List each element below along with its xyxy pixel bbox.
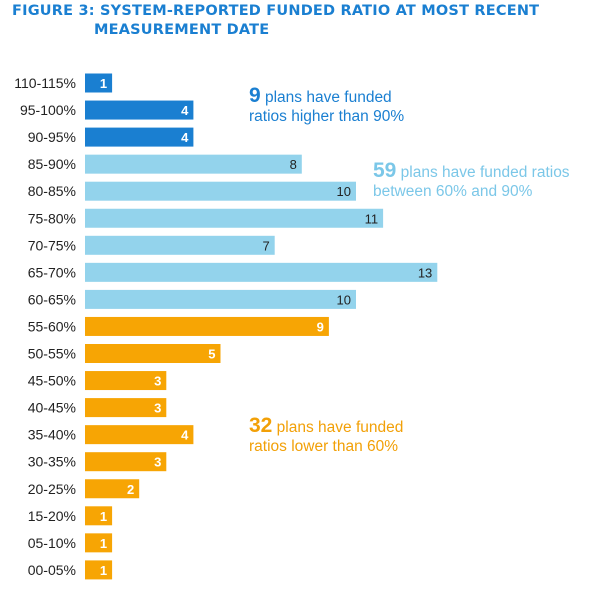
bar <box>85 479 140 499</box>
bar <box>85 235 275 255</box>
bar <box>85 425 194 445</box>
bar-value-label: 10 <box>337 184 351 199</box>
y-tick-label: 45-50% <box>28 373 76 389</box>
y-tick-label: 65-70% <box>28 264 76 280</box>
bar <box>85 371 167 391</box>
y-tick-label: 00-05% <box>28 562 76 578</box>
annotation-mid-text1: plans have funded ratios <box>396 164 570 181</box>
y-tick-label: 85-90% <box>28 156 76 172</box>
bar <box>85 262 438 282</box>
bar <box>85 452 167 472</box>
bar-value-label: 1 <box>100 536 107 551</box>
bar-value-label: 8 <box>290 157 297 172</box>
annotation-mid-text2: between 60% and 90% <box>373 183 533 200</box>
bar-value-label: 7 <box>262 238 269 253</box>
y-tick-label: 95-100% <box>20 102 76 118</box>
bar <box>85 154 302 174</box>
annotation-low-number: 32 <box>249 414 273 437</box>
annotation-low-text1: plans have funded <box>272 419 404 436</box>
bar <box>85 100 194 120</box>
annotation-high-text2: ratios higher than 90% <box>249 108 405 125</box>
bar-value-label: 3 <box>154 455 161 470</box>
annotation-high-text1: plans have funded <box>260 89 392 106</box>
bar-value-label: 2 <box>127 482 134 497</box>
annotation-low-text2: ratios lower than 60% <box>249 438 399 455</box>
bar-value-label: 4 <box>181 130 189 145</box>
bar <box>85 208 384 228</box>
bar <box>85 398 167 418</box>
y-tick-label: 05-10% <box>28 535 76 551</box>
bar-value-label: 4 <box>181 428 189 443</box>
y-tick-label: 80-85% <box>28 183 76 199</box>
chart-title-line2: MEASUREMENT DATE <box>94 22 270 38</box>
bar-value-label: 4 <box>181 103 189 118</box>
annotation-mid: 59 plans have funded ratios between 60% … <box>373 159 570 201</box>
y-tick-label: 60-65% <box>28 291 76 307</box>
annotation-low: 32 plans have funded ratios lower than 6… <box>249 414 404 456</box>
bar-value-label: 10 <box>337 292 351 307</box>
y-tick-label: 70-75% <box>28 237 76 253</box>
annotation-mid-number: 59 <box>373 159 397 182</box>
annotation-high: 9 plans have funded ratios higher than 9… <box>249 84 405 126</box>
y-tick-label: 20-25% <box>28 481 76 497</box>
y-tick-label: 30-35% <box>28 454 76 470</box>
bar <box>85 344 221 363</box>
bar <box>85 560 113 580</box>
bar <box>85 289 356 309</box>
y-tick-label: 90-95% <box>28 129 76 145</box>
chart-title-line1: FIGURE 3: SYSTEM-REPORTED FUNDED RATIO A… <box>12 3 540 19</box>
bar-value-label: 13 <box>418 265 432 280</box>
bar-value-label: 5 <box>208 347 215 362</box>
bar <box>85 73 113 93</box>
y-tick-label: 50-55% <box>28 346 76 362</box>
bar-value-label: 1 <box>100 563 107 578</box>
bar <box>85 127 194 147</box>
y-tick-label: 75-80% <box>28 210 76 226</box>
y-tick-label: 55-60% <box>28 318 76 334</box>
bar-value-label: 1 <box>100 76 107 91</box>
bar-value-label: 3 <box>154 374 161 389</box>
chart-title: FIGURE 3: SYSTEM-REPORTED FUNDED RATIO A… <box>12 2 592 40</box>
y-tick-label: 15-20% <box>28 508 76 524</box>
y-tick-label: 35-40% <box>28 427 76 443</box>
bar-value-label: 1 <box>100 509 107 524</box>
annotation-high-number: 9 <box>249 84 261 107</box>
bar-value-label: 11 <box>365 211 379 226</box>
y-tick-label: 110-115% <box>14 75 76 91</box>
bar-value-label: 9 <box>317 319 324 334</box>
y-tick-label: 40-45% <box>28 400 76 416</box>
bar <box>85 316 329 336</box>
bar <box>85 181 356 201</box>
bar-value-label: 3 <box>154 401 161 416</box>
bar <box>85 506 113 526</box>
bar <box>85 533 113 553</box>
